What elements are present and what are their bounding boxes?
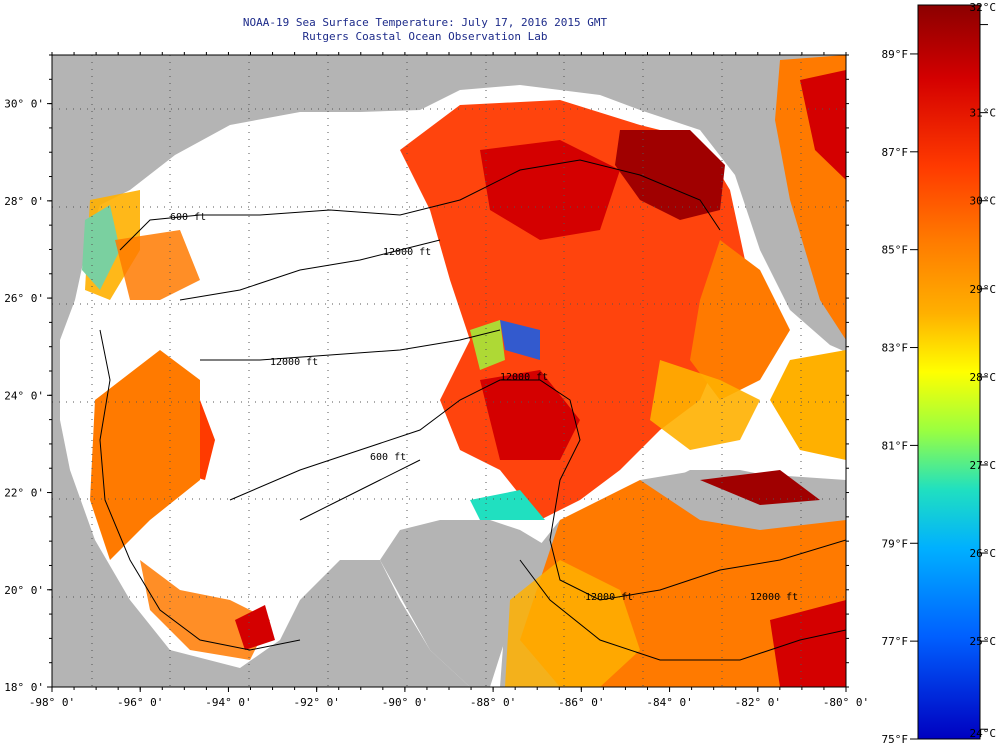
colorbar-f-label: 85°F (882, 244, 909, 257)
colorbar-c-label: 26°C (970, 547, 997, 560)
latitude-tick-label: 18° 0' (4, 681, 44, 694)
colorbar-c-label: 31°C (970, 107, 997, 120)
colorbar-c-label: 29°C (970, 283, 997, 296)
colorbar-celsius-labels: 32°C 31°C 30°C 29°C 28°C 27°C 26°C 25°C 24°C (970, 1, 997, 740)
yucatan-land (380, 520, 545, 687)
contour-label: 600 ft (170, 212, 206, 223)
longitude-tick-label: -94° 0' (205, 696, 251, 709)
longitude-axis: -98° 0' -96° 0' -94° 0' -92° 0' -90° 0' -88° … (29, 52, 869, 709)
latitude-tick-label: 24° 0' (4, 389, 44, 402)
contour-label: 600 ft (370, 452, 406, 463)
contour-label: 12000 ft (383, 247, 431, 258)
chart-title: NOAA-19 Sea Surface Temperature: July 17… (242, 16, 608, 29)
contour-label: 12000 ft (500, 372, 548, 383)
bathymetry-contours (99, 159, 846, 661)
latitude-tick-label: 26° 0' (4, 292, 44, 305)
contour-label: 12000 ft (270, 357, 318, 368)
chart-subtitle: Rutgers Coastal Ocean Observation Lab (302, 30, 548, 43)
colorbar-f-label: 75°F (882, 733, 909, 746)
colorbar-f-label: 87°F (882, 146, 909, 159)
colorbar-c-label: 27°C (970, 459, 997, 472)
colorbar-f-label: 77°F (882, 635, 909, 648)
colorbar-c-label: 25°C (970, 635, 997, 648)
longitude-tick-label: -84° 0' (646, 696, 692, 709)
longitude-tick-label: -98° 0' (29, 696, 75, 709)
contour-label: 12000 ft (750, 592, 798, 603)
latitude-tick-label: 20° 0' (4, 584, 44, 597)
latitude-axis: 18° 0' 20° 0' 22° 0' 24° 0' 26° 0' 28° 0' 30° … (4, 54, 849, 694)
longitude-tick-label: -86° 0' (558, 696, 604, 709)
latitude-tick-label: 22° 0' (4, 487, 44, 500)
longitude-tick-label: -88° 0' (470, 696, 516, 709)
contour-labels: 600 ft 12000 ft 12000 ft 600 ft 12000 ft… (170, 212, 798, 603)
latitude-tick-label: 28° 0' (4, 195, 44, 208)
longitude-tick-label: -92° 0' (293, 696, 339, 709)
colorbar-c-label: 30°C (970, 195, 997, 208)
longitude-tick-label: -80° 0' (823, 696, 869, 709)
colorbar-fahrenheit-labels: 89°F 87°F 85°F 83°F 81°F 79°F 77°F 75°F (882, 48, 918, 746)
latitude-tick-label: 30° 0' (4, 98, 44, 111)
colorbar-f-label: 89°F (882, 48, 909, 61)
colorbar-c-label: 32°C (970, 1, 997, 14)
longitude-tick-label: -90° 0' (382, 696, 428, 709)
contour-label: 12000 ft (585, 592, 633, 603)
sst-data-layer (82, 55, 846, 687)
colorbar-f-label: 79°F (882, 537, 909, 550)
graticule (52, 55, 846, 687)
longitude-tick-label: -82° 0' (735, 696, 781, 709)
colorbar-c-label: 24°C (970, 727, 997, 740)
colorbar-f-label: 81°F (882, 439, 909, 452)
colorbar (917, 4, 981, 740)
colorbar-c-label: 28°C (970, 371, 997, 384)
longitude-tick-label: -96° 0' (117, 696, 163, 709)
colorbar-f-label: 83°F (882, 342, 909, 355)
